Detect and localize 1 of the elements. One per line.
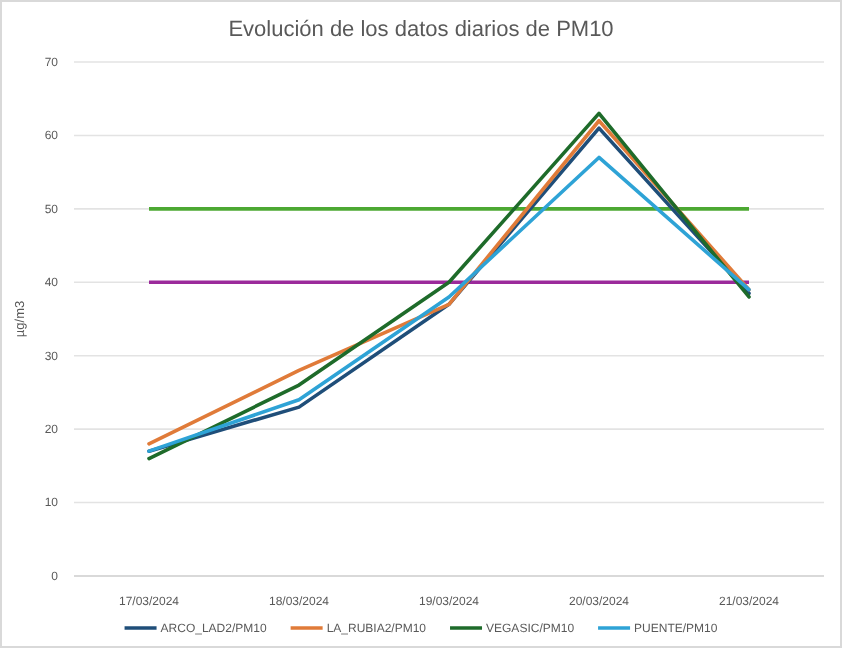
chart-title: Evolución de los datos diarios de PM10	[228, 18, 614, 42]
